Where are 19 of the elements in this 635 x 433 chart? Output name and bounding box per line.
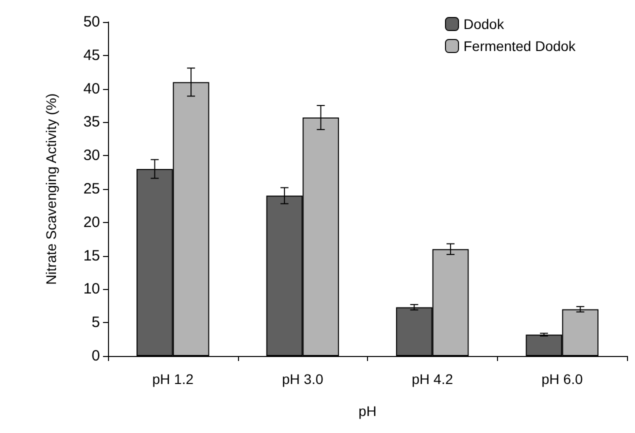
y-tick-label: 0 [92, 348, 100, 364]
y-tick-label: 40 [83, 80, 100, 98]
x-tick-label: pH 3.0 [282, 371, 324, 387]
y-tick-label: 35 [83, 114, 100, 131]
legend-label: Dodok [464, 16, 505, 32]
x-tick-label: pH 6.0 [542, 371, 583, 387]
y-tick-label: 25 [83, 180, 100, 198]
y-axis-title: Nitrate Scavenging Activity (%) [43, 93, 59, 285]
x-axis-title: pH [358, 403, 376, 419]
y-tick-label: 50 [83, 14, 100, 30]
y-tick-label: 45 [83, 46, 100, 64]
legend-label: Fermented Dodok [464, 38, 577, 54]
y-tick-label: 5 [92, 314, 100, 332]
y-tick-label: 10 [83, 280, 100, 298]
x-tick-label: pH 1.2 [152, 371, 194, 387]
y-tick-label: 15 [83, 247, 100, 264]
y-tick-label: 30 [83, 147, 100, 164]
x-tick-label: pH 4.2 [412, 371, 454, 387]
y-tick-label: 20 [83, 214, 100, 231]
